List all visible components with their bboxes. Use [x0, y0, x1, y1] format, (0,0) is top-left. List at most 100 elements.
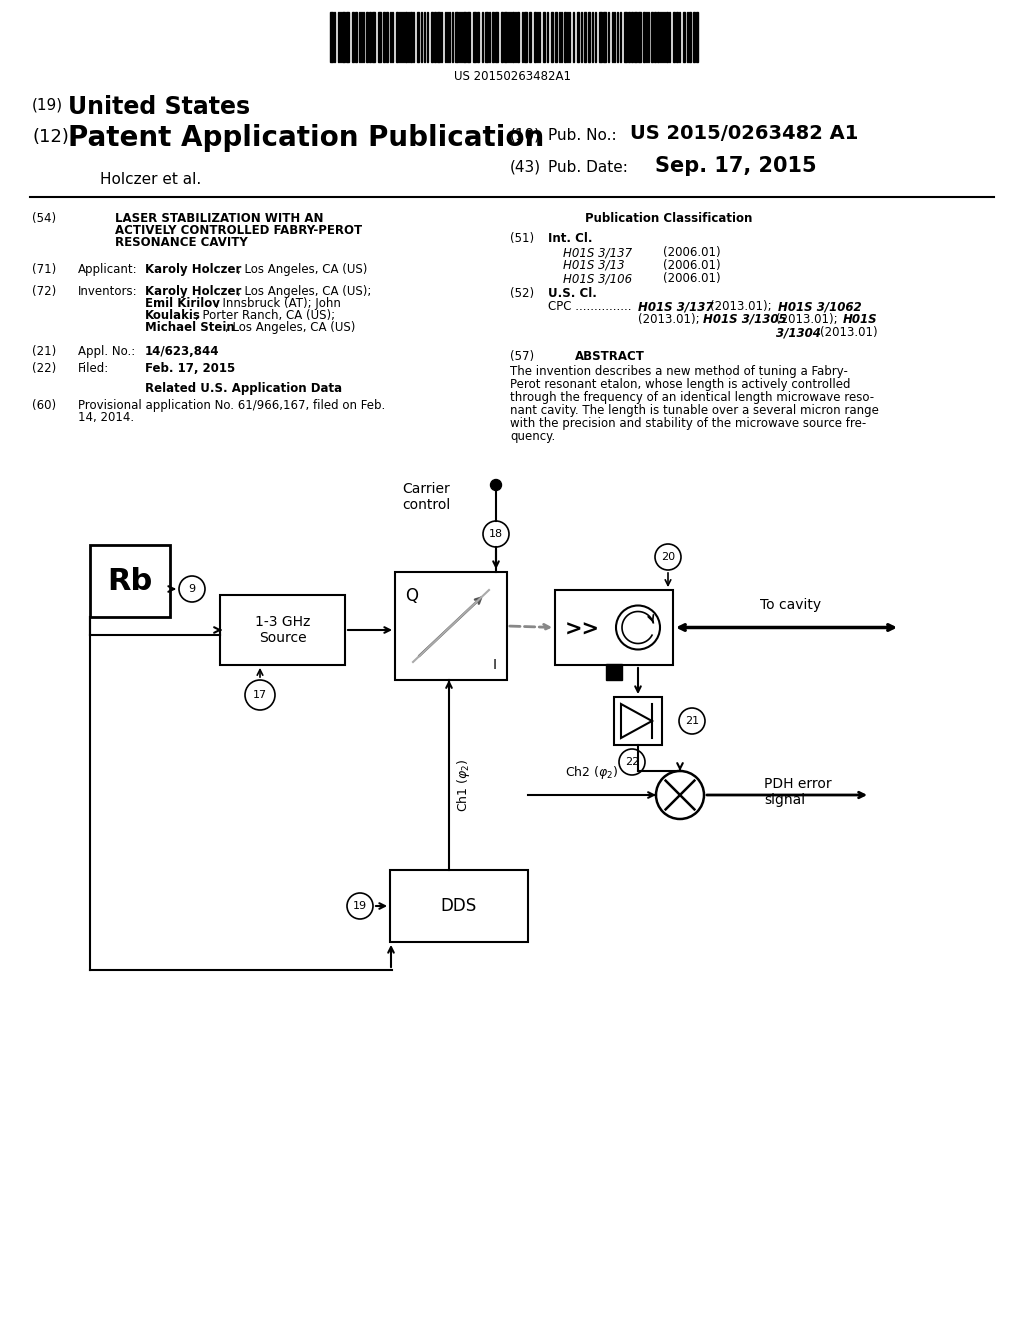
Bar — [624, 12, 627, 62]
Text: 14, 2014.: 14, 2014. — [78, 411, 134, 424]
Bar — [628, 12, 630, 62]
Text: >>: >> — [565, 619, 600, 639]
Text: I: I — [493, 657, 497, 672]
Bar — [555, 590, 673, 665]
Bar — [396, 12, 398, 62]
Text: LASER STABILIZATION WITH AN: LASER STABILIZATION WITH AN — [115, 213, 324, 224]
Bar — [366, 12, 368, 62]
Text: 9: 9 — [188, 583, 196, 594]
Bar — [673, 12, 675, 62]
Bar — [504, 12, 507, 62]
Text: 17: 17 — [253, 690, 267, 700]
Text: 18: 18 — [488, 529, 503, 539]
Text: 22: 22 — [625, 756, 639, 767]
Bar — [431, 12, 433, 62]
Text: Carrier
control: Carrier control — [401, 482, 451, 512]
Text: (2013.01);: (2013.01); — [710, 300, 772, 313]
Bar — [467, 12, 470, 62]
Text: Inventors:: Inventors: — [78, 285, 137, 298]
Text: (2013.01);: (2013.01); — [638, 313, 699, 326]
Text: , Los Angeles, CA (US): , Los Angeles, CA (US) — [237, 263, 368, 276]
Bar — [651, 12, 653, 62]
Text: (10): (10) — [510, 128, 541, 143]
Bar — [517, 12, 519, 62]
Bar — [437, 12, 440, 62]
Text: Ch2 ($\varphi_2$): Ch2 ($\varphi_2$) — [565, 764, 618, 781]
Text: , Porter Ranch, CA (US);: , Porter Ranch, CA (US); — [195, 309, 335, 322]
Bar — [555, 12, 557, 62]
Bar — [395, 572, 507, 680]
Text: Publication Classification: Publication Classification — [585, 213, 753, 224]
Bar — [473, 12, 476, 62]
Text: Appl. No.:: Appl. No.: — [78, 345, 135, 358]
Bar — [603, 12, 606, 62]
Bar — [410, 12, 412, 62]
Text: 19: 19 — [353, 902, 367, 911]
Bar — [512, 12, 514, 62]
Bar — [372, 12, 375, 62]
Text: H01S 3/1062: H01S 3/1062 — [778, 300, 861, 313]
Bar — [342, 12, 345, 62]
Text: To cavity: To cavity — [760, 598, 821, 611]
Bar — [220, 595, 345, 665]
Text: Feb. 17, 2015: Feb. 17, 2015 — [145, 362, 236, 375]
Bar — [434, 12, 436, 62]
Text: United States: United States — [68, 95, 250, 119]
Bar — [606, 664, 622, 680]
Text: through the frequency of an identical length microwave reso-: through the frequency of an identical le… — [510, 391, 874, 404]
Bar — [584, 12, 586, 62]
Text: (21): (21) — [32, 345, 56, 358]
Text: H01S 3/13: H01S 3/13 — [563, 259, 625, 272]
Bar — [417, 12, 419, 62]
Bar — [638, 12, 641, 62]
Text: (2006.01): (2006.01) — [663, 272, 721, 285]
Text: , Innsbruck (AT); John: , Innsbruck (AT); John — [215, 297, 341, 310]
Text: US 2015/0263482 A1: US 2015/0263482 A1 — [630, 124, 858, 143]
Bar — [492, 12, 494, 62]
Bar — [355, 12, 357, 62]
Text: CPC ...............: CPC ............... — [548, 300, 632, 313]
Text: , Los Angeles, CA (US);: , Los Angeles, CA (US); — [237, 285, 372, 298]
Bar — [666, 12, 668, 62]
Bar — [485, 12, 488, 62]
Text: Ch1 ($\varphi_2$): Ch1 ($\varphi_2$) — [455, 758, 472, 812]
Text: quency.: quency. — [510, 430, 555, 444]
Text: H01S 3/106: H01S 3/106 — [563, 272, 632, 285]
Text: U.S. Cl.: U.S. Cl. — [548, 286, 597, 300]
Text: (22): (22) — [32, 362, 56, 375]
Bar — [477, 12, 479, 62]
Text: Patent Application Publication: Patent Application Publication — [68, 124, 544, 152]
Bar — [330, 12, 333, 62]
Text: (2013.01): (2013.01) — [820, 326, 878, 339]
Bar — [577, 12, 579, 62]
Text: Holczer et al.: Holczer et al. — [100, 172, 202, 187]
Text: Karoly Holczer: Karoly Holczer — [145, 285, 242, 298]
Bar — [676, 12, 678, 62]
Bar — [696, 12, 698, 62]
Text: Koulakis: Koulakis — [145, 309, 201, 322]
Text: 3/1304: 3/1304 — [776, 326, 821, 339]
Text: Perot resonant etalon, whose length is actively controlled: Perot resonant etalon, whose length is a… — [510, 378, 851, 391]
Text: Emil Kirilov: Emil Kirilov — [145, 297, 220, 310]
Bar — [657, 12, 659, 62]
Text: Pub. No.:: Pub. No.: — [548, 128, 616, 143]
Text: Q: Q — [406, 587, 418, 605]
Text: Karoly Holczer: Karoly Holczer — [145, 263, 242, 276]
Text: Rb: Rb — [108, 566, 153, 595]
Text: DDS: DDS — [441, 898, 477, 915]
Bar — [643, 12, 645, 62]
Bar — [495, 12, 498, 62]
Text: ACTIVELY CONTROLLED FABRY-PEROT: ACTIVELY CONTROLLED FABRY-PEROT — [115, 224, 362, 238]
Bar — [406, 12, 407, 62]
Text: (72): (72) — [32, 285, 56, 298]
Text: (54): (54) — [32, 213, 56, 224]
Text: ABSTRACT: ABSTRACT — [575, 350, 645, 363]
Text: Provisional application No. 61/966,167, filed on Feb.: Provisional application No. 61/966,167, … — [78, 399, 385, 412]
Bar — [383, 12, 385, 62]
Text: (57): (57) — [510, 350, 535, 363]
Bar — [529, 12, 531, 62]
Text: H01S 3/1305: H01S 3/1305 — [703, 313, 786, 326]
Text: Filed:: Filed: — [78, 362, 110, 375]
Text: PDH error
signal: PDH error signal — [764, 777, 831, 808]
Bar — [378, 12, 381, 62]
